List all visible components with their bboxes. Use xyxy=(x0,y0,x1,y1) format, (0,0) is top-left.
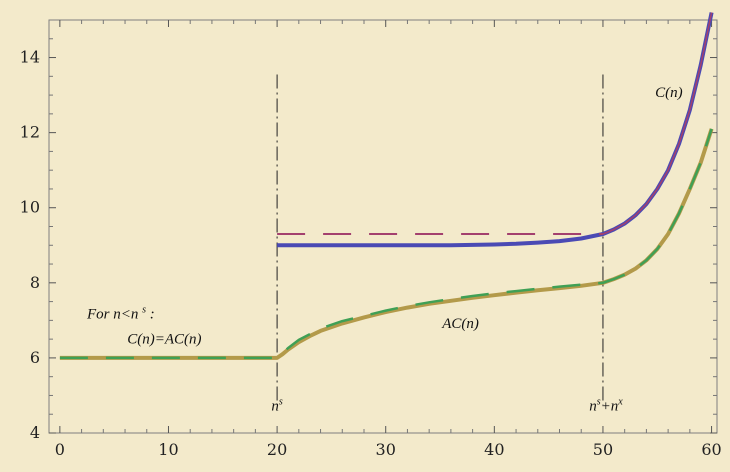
series-line-2 xyxy=(602,12,713,235)
series-line-4 xyxy=(59,128,713,360)
marker-label-mid: +n xyxy=(601,398,619,414)
vertical-markers: ns ns+nx xyxy=(271,74,623,414)
y-tick-label: 4 xyxy=(30,423,40,442)
x-tick-label: 0 xyxy=(55,440,65,459)
ticks: 0 10 20 30 40 50 60 4 6 8 10 12 14 xyxy=(20,20,722,459)
x-tick-label: 30 xyxy=(376,440,396,459)
y-tick-label: 12 xyxy=(20,123,40,142)
label-for-sup: s xyxy=(142,304,146,315)
marker-label-0: ns xyxy=(271,396,283,414)
x-tick-label: 20 xyxy=(267,440,287,459)
x-tick-label: 50 xyxy=(593,440,613,459)
marker-label-sup: s xyxy=(597,396,601,407)
series-layer xyxy=(59,12,714,360)
marker-label-sup2: x xyxy=(617,396,623,407)
label-c-n: C(n) xyxy=(655,85,683,101)
label-for-n-less-ns: For n<n s : xyxy=(86,300,155,322)
label-ac-n: AC(n) xyxy=(441,316,479,332)
x-tick-label: 10 xyxy=(158,440,178,459)
marker-label-1: ns+nx xyxy=(589,396,623,414)
x-tick-label: 60 xyxy=(701,440,721,459)
y-tick-label: 6 xyxy=(30,348,40,367)
y-tick-label: 8 xyxy=(30,273,40,292)
marker-label-base: n xyxy=(589,398,597,414)
marker-label-base: n xyxy=(271,398,279,414)
y-tick-label: 10 xyxy=(20,198,40,217)
x-tick-label: 40 xyxy=(484,440,504,459)
y-tick-label: 14 xyxy=(20,48,40,67)
label-c-equals-ac: C(n)=AC(n) xyxy=(127,332,201,348)
marker-label-sup: s xyxy=(279,396,283,407)
label-for-tail: : xyxy=(150,306,155,322)
label-for-text: For n<n xyxy=(86,306,138,322)
